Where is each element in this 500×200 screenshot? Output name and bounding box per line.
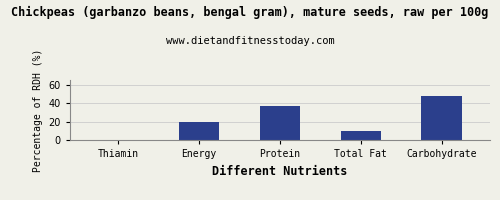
Bar	[422, 96, 462, 140]
X-axis label: Different Nutrients: Different Nutrients	[212, 165, 348, 178]
Text: Chickpeas (garbanzo beans, bengal gram), mature seeds, raw per 100g: Chickpeas (garbanzo beans, bengal gram),…	[12, 6, 488, 19]
Bar	[179, 122, 220, 140]
Bar	[260, 106, 300, 140]
Text: www.dietandfitnesstoday.com: www.dietandfitnesstoday.com	[166, 36, 334, 46]
Bar	[340, 131, 381, 140]
Y-axis label: Percentage of RDH (%): Percentage of RDH (%)	[33, 48, 43, 172]
